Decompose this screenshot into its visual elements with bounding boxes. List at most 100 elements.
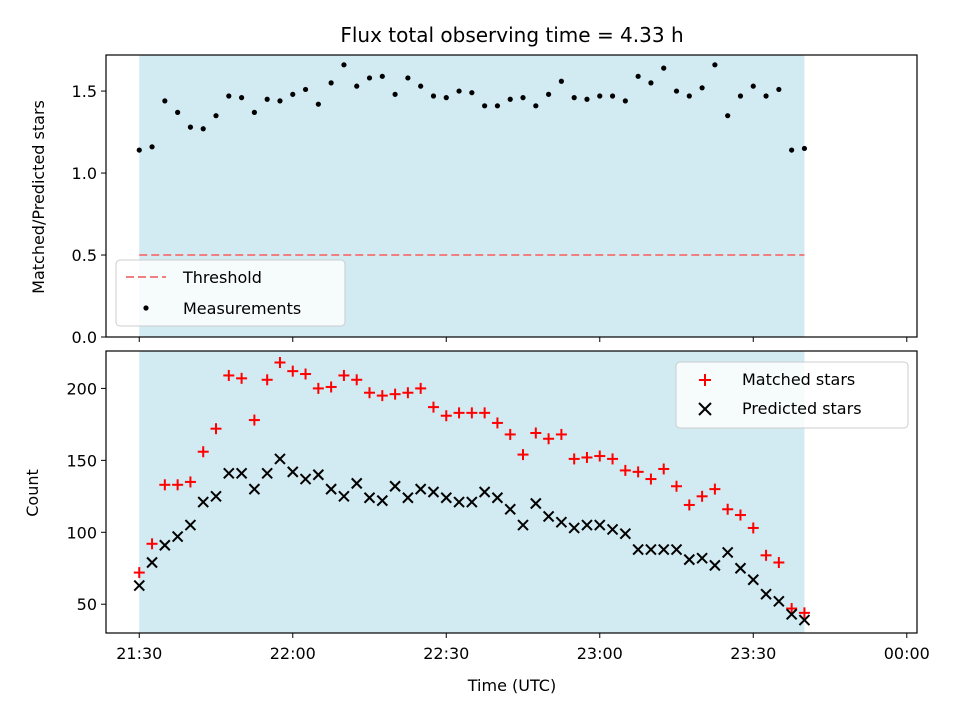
- measurements-legend-label: Measurements: [183, 299, 301, 318]
- predicted-stars-point: [645, 543, 657, 556]
- matched-stars-point: [696, 490, 708, 502]
- predicted-stars-point-b: [197, 496, 209, 508]
- measurement-point: [507, 96, 513, 102]
- predicted-stars-point-b: [402, 492, 414, 504]
- matched-stars-point: [376, 390, 388, 402]
- predicted-stars-point-b: [594, 519, 606, 531]
- predicted-stars-point-b: [414, 483, 427, 495]
- measurement-point: [469, 90, 475, 96]
- x-tick-label: 23:00: [577, 644, 623, 663]
- matched-stars-point: [773, 557, 785, 568]
- x-tick-label: 21:30: [116, 644, 162, 663]
- predicted-stars-point: [709, 559, 721, 572]
- matched-stars-point: [786, 603, 798, 615]
- measurement-point: [558, 78, 564, 84]
- matched-stars-point: [197, 446, 209, 458]
- predicted-legend-label: Predicted stars: [742, 399, 862, 418]
- measurement-point: [405, 75, 411, 81]
- measurement-point: [725, 113, 731, 119]
- matched-stars-point: [415, 382, 427, 394]
- predicted-stars-point-b: [696, 552, 708, 564]
- bottom-y-tick-label: 100: [66, 523, 97, 542]
- matched-stars-point: [798, 607, 810, 619]
- predicted-stars-point: [504, 503, 516, 515]
- predicted-stars-point-b: [299, 473, 312, 485]
- predicted-stars-point: [542, 510, 555, 523]
- chart-title: Flux total observing time = 4.33 h: [340, 23, 683, 47]
- matched-stars-point: [683, 499, 695, 511]
- predicted-stars-point: [453, 496, 465, 508]
- predicted-stars-point-b: [568, 522, 580, 534]
- matched-stars-point: [261, 374, 273, 386]
- predicted-stars-point-b: [658, 543, 670, 556]
- measurement-point: [379, 73, 385, 79]
- measurement-point: [571, 95, 577, 101]
- measurement-point: [533, 103, 539, 109]
- measurement-point: [251, 109, 257, 115]
- predicted-stars-point: [312, 469, 325, 481]
- measurement-point: [290, 91, 296, 97]
- measurement-point: [737, 93, 744, 99]
- matched-stars-point: [274, 357, 286, 369]
- predicted-stars-point-b: [632, 543, 644, 556]
- matched-stars-point: [555, 428, 567, 440]
- measurement-point: [482, 103, 488, 109]
- measurement-point: [277, 98, 283, 104]
- predicted-stars-point: [491, 492, 504, 504]
- predicted-stars-point: [798, 614, 811, 626]
- predicted-stars-point-b: [440, 492, 452, 504]
- predicted-stars-point: [197, 496, 209, 508]
- measurement-point: [418, 83, 424, 89]
- predicted-stars-point: [261, 467, 273, 480]
- predicted-stars-point: [619, 528, 632, 540]
- predicted-stars-point: [171, 530, 184, 543]
- predicted-stars-point: [696, 552, 708, 564]
- bottom-legend: Matched stars Predicted stars: [675, 361, 909, 429]
- predicted-stars-point-b: [619, 528, 632, 540]
- predicted-stars-point-b: [210, 490, 222, 503]
- matched-stars-point: [133, 567, 145, 579]
- measurement-point: [789, 147, 795, 153]
- top-y-axis-label: Matched/Predicted stars: [29, 100, 48, 294]
- matched-stars-point: [389, 388, 401, 400]
- matched-stars-point: [300, 368, 312, 380]
- predicted-stars-point: [440, 492, 452, 504]
- measurement-point: [175, 109, 181, 115]
- matched-stars-point: [223, 369, 235, 381]
- matched-stars-point: [594, 450, 606, 462]
- matched-stars-point: [568, 453, 580, 465]
- predicted-stars-point: [747, 574, 759, 586]
- measurement-point: [315, 101, 321, 107]
- measurement-point: [162, 98, 168, 104]
- measurement-point: [149, 144, 155, 150]
- predicted-stars-point: [555, 516, 568, 528]
- predicted-stars-point: [402, 492, 414, 504]
- matched-stars-point: [453, 407, 465, 419]
- matched-stars-point: [747, 522, 759, 534]
- measurement-point: [328, 80, 334, 86]
- measurement-point: [712, 62, 718, 68]
- measurement-point: [673, 88, 680, 94]
- predicted-stars-point: [594, 519, 606, 531]
- predicted-stars-point-b: [734, 562, 747, 574]
- predicted-stars-point-b: [478, 486, 491, 498]
- predicted-stars-point-b: [453, 496, 465, 508]
- matched-stars-point: [581, 451, 593, 463]
- predicted-stars-point-b: [171, 530, 184, 543]
- predicted-stars-point-b: [287, 466, 299, 478]
- predicted-stars-point-b: [389, 480, 401, 492]
- measurement-point: [609, 93, 616, 99]
- measurement-point: [238, 95, 245, 101]
- matched-stars-point: [709, 483, 721, 495]
- matched-stars-point: [172, 479, 184, 491]
- measurement-point: [622, 98, 628, 104]
- predicted-stars-point: [274, 453, 286, 465]
- measurement-point: [584, 96, 590, 102]
- matched-stars-point: [325, 381, 337, 393]
- predicted-stars-point-b: [351, 477, 363, 490]
- matched-stars-point: [619, 464, 631, 476]
- bottom-legend-box: [675, 361, 909, 429]
- predicted-stars-point: [184, 519, 197, 531]
- matched-stars-point: [440, 410, 452, 422]
- matched-stars-point: [427, 401, 439, 413]
